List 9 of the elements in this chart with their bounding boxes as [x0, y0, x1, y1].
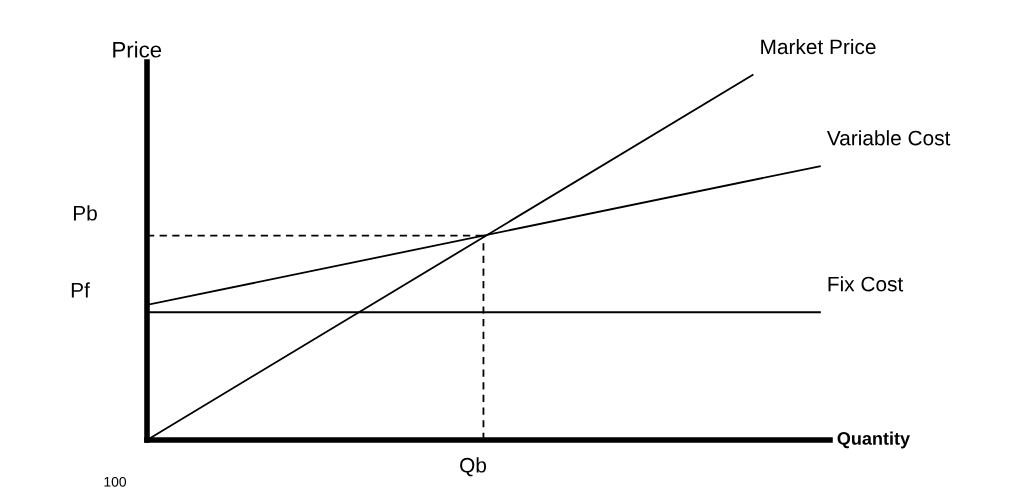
series-label: Fix Cost [828, 276, 904, 292]
text: Pf [71, 282, 90, 298]
x-axis-title: Quantity [837, 431, 910, 449]
series-label: Variable Cost [826, 130, 951, 146]
series-label: Market Price [761, 38, 876, 55]
text: 100 [104, 476, 127, 487]
y-axis-title: Price [113, 41, 162, 58]
text: Qb [460, 457, 487, 477]
text: Pb [73, 205, 97, 221]
